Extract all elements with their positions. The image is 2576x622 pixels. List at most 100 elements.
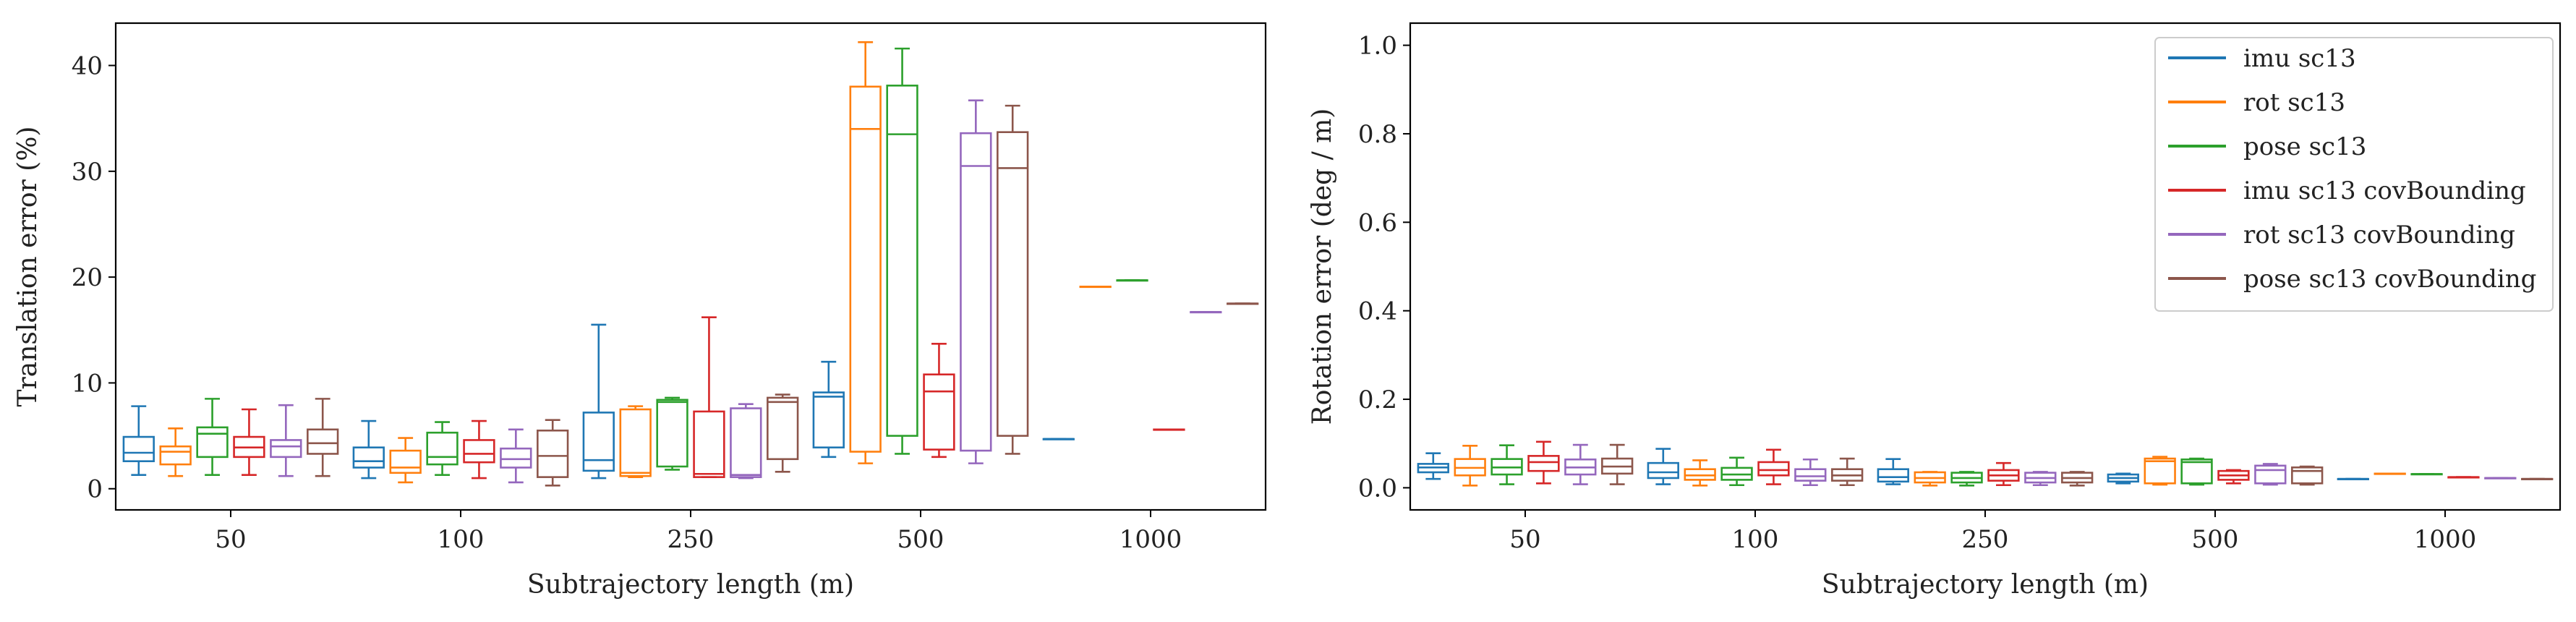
series-imu-sc13-covBounding: [233, 316, 1185, 480]
series-pose-sc13-covBounding: [1601, 443, 2554, 487]
legend-label: rot sc13 covBounding: [2243, 221, 2515, 250]
series-imu-sc13-covBounding: [1527, 440, 2480, 487]
box-plot: [730, 403, 762, 480]
box-plot: [159, 427, 192, 477]
box-plot: [426, 421, 459, 477]
chart-panel-left: 0 10 20 30 40 50 100 250 500 1000 Subtrajectory le…: [13, 22, 1267, 600]
box-iqr: [997, 131, 1029, 437]
series-pose-sc13: [1490, 444, 2443, 487]
box-plot: [1914, 471, 1946, 487]
x-tick-label: 1000: [1119, 525, 1182, 554]
box-plot: [997, 104, 1029, 455]
box-plot: [352, 419, 385, 480]
box-plot: [1950, 471, 1983, 487]
box-plot: [1527, 440, 1560, 485]
box-plot: [1601, 443, 1634, 485]
box-plot: [1647, 448, 1679, 485]
y-axis-title: Translation error (%): [13, 127, 43, 407]
box-iqr: [196, 426, 229, 459]
x-tick-label: 50: [215, 525, 246, 554]
series-imu-sc13: [1417, 448, 2369, 485]
y-tick-label: 0.0: [1358, 474, 1397, 503]
x-tick-label: 100: [1732, 525, 1779, 554]
box-iqr: [960, 132, 992, 452]
box-plot: [500, 428, 532, 484]
box-plot: [1720, 456, 1753, 487]
box-plot: [1794, 458, 1827, 487]
box-iqr: [730, 407, 762, 478]
y-tick-label: 20: [72, 263, 103, 292]
x-tick-label: 250: [1962, 525, 2009, 554]
box-plot: [2484, 477, 2517, 480]
series-rot-sc13-covBounding: [270, 99, 1222, 484]
box-iqr: [582, 412, 615, 472]
box-plot: [233, 408, 265, 477]
box-iqr: [812, 391, 845, 448]
box-iqr: [693, 410, 725, 478]
box-iqr: [2291, 466, 2324, 485]
box-plot: [270, 404, 302, 477]
legend-label: pose sc13 covBounding: [2243, 265, 2536, 294]
box-iqr: [767, 396, 799, 461]
box-iqr: [619, 408, 652, 477]
series-rot-sc13: [159, 41, 1112, 484]
legend-label: pose sc13: [2243, 132, 2366, 161]
y-tick-label: 30: [72, 158, 103, 187]
y-tick-label: 10: [72, 369, 103, 398]
box-plot: [2061, 471, 2094, 487]
box-plot: [656, 396, 688, 471]
box-plot: [122, 405, 155, 477]
box-plot: [196, 398, 229, 477]
box-plot: [1490, 444, 1523, 485]
box-plot: [582, 323, 615, 480]
box-iqr: [426, 431, 459, 466]
box-iqr: [849, 85, 882, 453]
box-plot: [1079, 285, 1112, 289]
legend-label: rot sc13: [2243, 88, 2345, 117]
series-pose-sc13-covBounding: [307, 104, 1259, 487]
box-plot: [849, 41, 882, 464]
box-plot: [1564, 443, 1597, 485]
box-iqr: [389, 449, 422, 474]
box-iqr: [923, 373, 955, 451]
series-pose-sc13: [196, 47, 1148, 477]
legend-box: [2154, 37, 2554, 312]
x-tick-label: 100: [438, 525, 485, 554]
series-imu-sc13: [122, 323, 1075, 480]
box-iqr: [1647, 461, 1679, 480]
legend: imu sc13 rot sc13 pose sc13 imu sc13 covBou…: [2154, 37, 2554, 312]
box-plot: [693, 316, 725, 478]
x-tick-label: 500: [2192, 525, 2239, 554]
y-tick-label: 0.6: [1358, 208, 1397, 237]
box-plot: [2107, 472, 2139, 485]
box-plot: [2291, 465, 2324, 486]
series-rot-sc13: [1454, 444, 2406, 487]
y-tick-label: 1.0: [1358, 32, 1397, 61]
box-plot: [2144, 456, 2176, 486]
x-tick-label: 250: [668, 525, 715, 554]
box-iqr: [1877, 468, 1909, 483]
box-plot: [2447, 476, 2480, 479]
box-iqr: [307, 428, 339, 455]
x-tick-label: 1000: [2414, 525, 2477, 554]
box-iqr: [1794, 468, 1827, 482]
box-plot: [463, 419, 495, 480]
x-tick-label: 50: [1509, 525, 1540, 554]
box-plot: [2337, 477, 2369, 480]
box-plot: [767, 393, 799, 473]
box-plot: [812, 360, 845, 459]
box-iqr: [1527, 455, 1560, 472]
box-iqr: [886, 85, 918, 437]
x-axis-title: Subtrajectory length (m): [1822, 570, 2149, 600]
y-axis-title: Rotation error (deg / m): [1308, 108, 1337, 425]
box-plot: [2217, 469, 2250, 485]
chart-panel-right: 0.0 0.2 0.4 0.6 0.8 1.0 50 100 250 500 1000 Subtraj…: [1308, 22, 2562, 600]
box-plot: [2254, 463, 2287, 486]
y-tick-label: 0.2: [1358, 385, 1397, 414]
box-iqr: [2144, 457, 2176, 485]
box-plot: [619, 405, 652, 478]
box-plot: [1684, 459, 1716, 487]
plot-area-left: [114, 22, 1267, 511]
legend-label: imu sc13: [2243, 44, 2356, 73]
